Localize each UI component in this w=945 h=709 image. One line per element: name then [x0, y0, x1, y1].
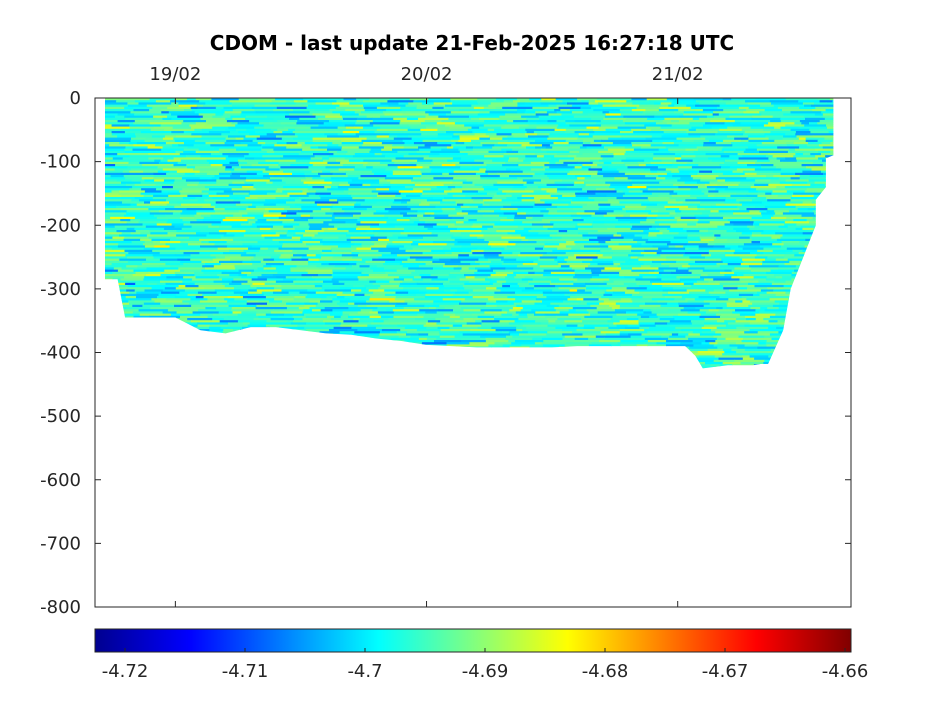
heatmap-cell — [829, 98, 834, 101]
colorbar-tick-label: -4.67 — [702, 661, 749, 682]
colorbar: -4.72 -4.71 -4.7 -4.69 -4.68 -4.67 -4.66 — [94, 628, 869, 682]
heatmap-cell — [596, 98, 621, 101]
x-tick-label: 19/02 — [149, 64, 201, 85]
y-tick-label: -200 — [40, 215, 81, 236]
heatmap-cell — [211, 98, 240, 101]
colorbar-tick-label: -4.69 — [462, 661, 509, 682]
y-tick-label: -800 — [40, 597, 81, 618]
y-tick-label: 0 — [70, 88, 81, 109]
x-tick-label: 21/02 — [652, 64, 704, 85]
heatmap-cell — [577, 98, 598, 101]
heatmap-cell — [343, 98, 357, 101]
y-tick-label: -100 — [40, 152, 81, 173]
y-tick-label: -700 — [40, 533, 81, 554]
chart-title: CDOM - last update 21-Feb-2025 16:27:18 … — [210, 31, 734, 55]
y-tick-label: -300 — [40, 279, 81, 300]
colorbar-tick-label: -4.71 — [222, 661, 269, 682]
y-tick-label: -500 — [40, 406, 81, 427]
colorbar-gradient — [94, 628, 852, 653]
colorbar-tick-label: -4.72 — [102, 661, 149, 682]
heatmap-cell — [195, 98, 212, 101]
heatmap-cell — [817, 98, 831, 101]
heatmap-cell — [619, 98, 632, 101]
colorbar-tick-label: -4.68 — [582, 661, 629, 682]
heatmap-cell — [646, 98, 668, 101]
heatmap-cell — [666, 98, 695, 101]
plot-axes: 19/02 20/02 21/02 0 -100 -200 -300 -400 -500 -600… — [40, 64, 852, 618]
heatmap-cell — [428, 98, 451, 101]
heatmap-cell — [105, 98, 127, 101]
heatmap-data — [105, 98, 834, 369]
heatmap-cell — [238, 98, 259, 101]
heatmap-cell — [126, 98, 151, 101]
heatmap-cell — [722, 98, 732, 101]
heatmap-cell — [303, 98, 328, 101]
heatmap-cell — [555, 98, 578, 101]
heatmap-cell — [174, 98, 188, 101]
heatmap-cell — [327, 98, 345, 101]
heatmap-cell — [731, 98, 757, 101]
heatmap-cell — [516, 98, 530, 101]
y-tick-label: -600 — [40, 470, 81, 491]
heatmap-cell — [186, 98, 197, 101]
heatmap-cell — [356, 98, 370, 101]
heatmap-cell — [450, 98, 478, 101]
colorbar-tick-label: -4.7 — [347, 661, 382, 682]
heatmap-cell — [541, 98, 557, 101]
heatmap-cell — [477, 98, 497, 101]
y-tick-label: -400 — [40, 343, 81, 364]
heatmap-cell — [149, 98, 176, 101]
colorbar-tick-label: -4.66 — [822, 661, 869, 682]
heatmap-cell — [785, 98, 818, 101]
heatmap-cell — [631, 98, 648, 101]
heatmap-cell — [693, 98, 724, 101]
heatmap-cell — [755, 98, 787, 101]
heatmap-cell — [257, 98, 276, 101]
heatmap-cell — [496, 98, 518, 101]
x-tick-label: 20/02 — [401, 64, 453, 85]
heatmap-cell — [389, 98, 411, 101]
heatmap-cell — [409, 98, 429, 101]
heatmap-cell — [529, 98, 542, 101]
heatmap-cell — [369, 98, 390, 101]
heatmap-cell — [275, 98, 304, 101]
